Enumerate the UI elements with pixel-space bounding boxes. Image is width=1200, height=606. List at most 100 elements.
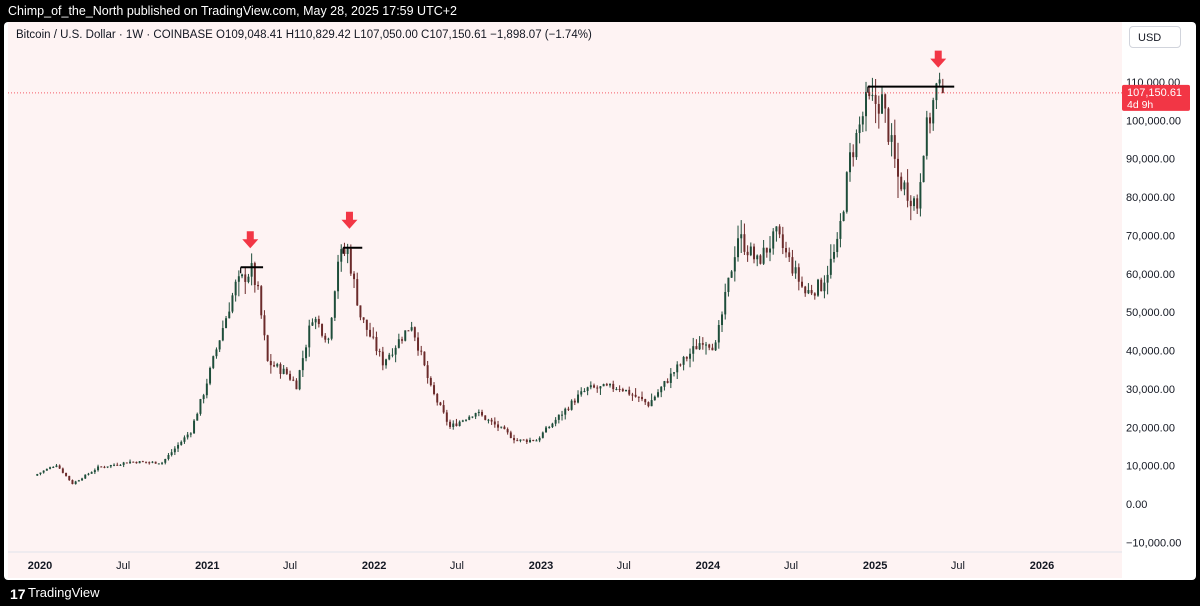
candle-body: [538, 437, 541, 441]
candle-body: [71, 480, 74, 485]
candle-body: [205, 383, 208, 396]
candle-body: [730, 271, 733, 278]
candle-body: [394, 347, 397, 355]
candle-body: [833, 252, 836, 259]
candle-body: [132, 461, 135, 463]
candle-body: [177, 444, 180, 449]
candle-body: [727, 277, 730, 292]
x-tick-label: Jul: [450, 560, 464, 572]
candle-body: [801, 281, 804, 287]
candle-body: [900, 176, 903, 190]
candle-body: [935, 83, 938, 101]
candle-body: [865, 91, 868, 117]
candle-body: [154, 461, 157, 464]
candle-body: [113, 464, 116, 466]
candle-body: [161, 462, 164, 464]
y-tick-label: 100,000.00: [1126, 115, 1181, 127]
candle-body: [145, 461, 148, 463]
candle-body: [314, 318, 317, 323]
publisher-text: Chimp_of_the_North published on TradingV…: [8, 4, 457, 18]
candle-body: [356, 279, 359, 306]
candle-body: [445, 412, 448, 422]
candle-body: [327, 338, 330, 340]
candle-body: [129, 461, 132, 464]
candle-body: [788, 252, 791, 258]
candle-body: [641, 396, 644, 400]
candle-body: [353, 273, 356, 280]
candle-body: [202, 395, 205, 400]
candle-body: [330, 317, 333, 339]
candle-body: [490, 419, 493, 422]
candle-body: [541, 432, 544, 438]
y-tick-label: 10,000.00: [1126, 461, 1175, 473]
candle-body: [938, 79, 941, 84]
currency-button[interactable]: USD: [1129, 26, 1181, 48]
price-axis[interactable]: 110,000.00100,000.0090,000.0080,000.0070…: [1122, 22, 1196, 578]
candle-body: [397, 339, 400, 348]
candle-body: [109, 465, 112, 467]
candle-body: [682, 356, 685, 365]
candle-body: [564, 408, 567, 415]
candle-body: [746, 251, 749, 256]
candle-body: [877, 103, 880, 114]
candle-body: [522, 439, 525, 441]
candle-body: [724, 291, 727, 315]
candle-body: [439, 402, 442, 406]
candle-body: [410, 327, 413, 331]
candle-body: [740, 234, 743, 239]
candle-body: [234, 281, 237, 296]
y-tick-label: 50,000.00: [1126, 307, 1175, 319]
candle-body: [55, 465, 58, 467]
chart-plot-area[interactable]: 2020 Jul 2021 Jul 2022 Jul 2023 Jul 2024 Jul 2025 J…: [8, 22, 1122, 578]
candle-body: [321, 324, 324, 336]
candle-body: [919, 182, 922, 209]
candle-body: [650, 400, 653, 407]
candle-body: [749, 246, 752, 256]
candle-body: [170, 452, 173, 456]
candle-body: [266, 335, 269, 361]
candle-body: [778, 226, 781, 235]
x-tick-label: Jul: [951, 560, 965, 572]
y-tick-label: 20,000.00: [1126, 422, 1175, 434]
candle-body: [148, 462, 151, 464]
candle-body: [138, 461, 141, 464]
candle-body: [660, 386, 663, 393]
candle-body: [481, 411, 484, 416]
candle-body: [714, 342, 717, 351]
x-tick-label: 2024: [696, 560, 721, 572]
candle-body: [529, 439, 532, 443]
candle-body: [890, 135, 893, 142]
symbol-ohlc-legend: Bitcoin / U.S. Dollar · 1W · COINBASE O1…: [16, 29, 592, 41]
candle-body: [74, 481, 77, 485]
candle-body: [631, 394, 634, 396]
candle-body: [199, 399, 202, 414]
candle-body: [58, 465, 61, 469]
candle-body: [423, 351, 426, 366]
candle-body: [567, 408, 570, 410]
candle-body: [922, 155, 925, 183]
candles-layer: [36, 72, 944, 485]
candle-body: [474, 413, 477, 417]
y-tick-label: 60,000.00: [1126, 269, 1175, 281]
candle-body: [772, 231, 775, 249]
candle-body: [81, 478, 84, 481]
price-tag: [1122, 84, 1190, 111]
candle-body: [260, 286, 263, 316]
candle-body: [298, 370, 301, 390]
candle-body: [385, 359, 388, 366]
annotations-layer: [8, 50, 1122, 274]
candle-body: [941, 85, 944, 93]
candle-body: [346, 248, 349, 254]
candle-body: [61, 468, 64, 473]
candle-body: [717, 325, 720, 343]
candle-body: [513, 438, 516, 441]
candle-body: [906, 182, 909, 201]
candlestick-chart[interactable]: 2020 Jul 2021 Jul 2022 Jul 2023 Jul 2024 Jul 2025 J…: [8, 22, 1122, 578]
candle-body: [829, 258, 832, 275]
candle-body: [196, 413, 199, 421]
candle-body: [420, 350, 423, 352]
candle-body: [551, 423, 554, 428]
candle-body: [548, 427, 551, 429]
candle-body: [506, 429, 509, 433]
candle-body: [301, 358, 304, 371]
